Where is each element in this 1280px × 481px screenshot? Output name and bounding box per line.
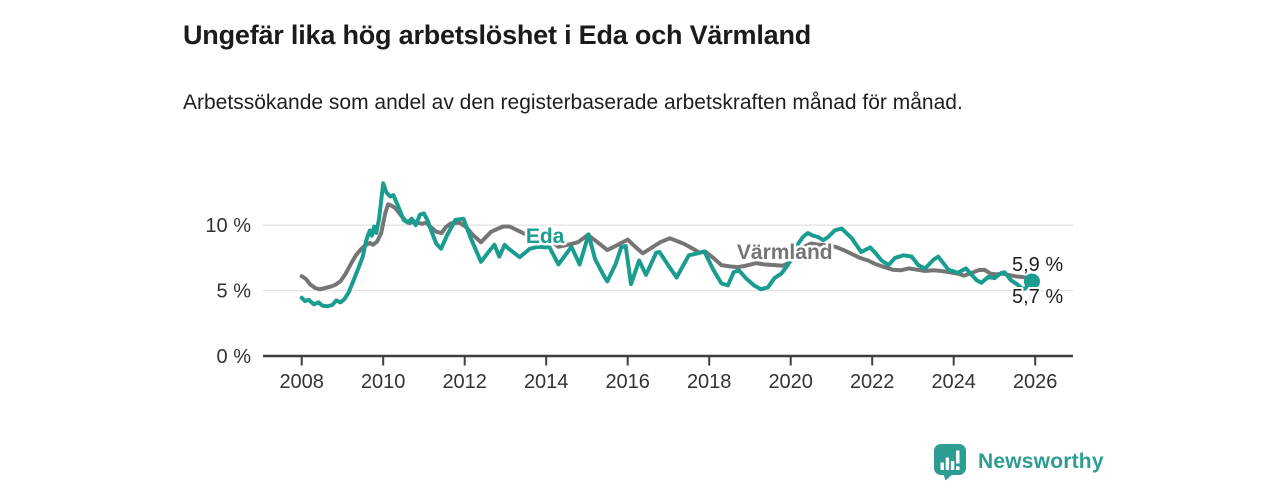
x-tick-label: 2018 — [687, 371, 732, 393]
x-tick-label: 2014 — [524, 371, 569, 393]
x-tick-label: 2024 — [931, 371, 976, 393]
y-axis-labels: 0 % 5 % 10 % — [205, 215, 251, 368]
newsworthy-logo-icon — [934, 444, 966, 481]
x-tick-label: 2010 — [361, 371, 406, 393]
logo-bar-1 — [940, 462, 944, 470]
latest-point-marker — [1023, 273, 1040, 290]
x-tick-label: 2022 — [850, 371, 895, 393]
varmland-line — [299, 202, 1034, 292]
y-tick-label: 0 % — [217, 346, 252, 368]
x-tick-label: 2026 — [1013, 371, 1058, 393]
end-value-label: 5,9 % — [1012, 254, 1063, 276]
gridlines — [263, 224, 1073, 292]
x-tick-label: 2016 — [605, 371, 650, 393]
logo-bar-3 — [950, 461, 955, 470]
end-value-labels: 5,9 % 5,7 % — [1010, 252, 1065, 310]
series-labels: Eda Värmland — [523, 222, 835, 266]
page-title: Ungefär lika hög arbetslöshet i Eda och … — [183, 20, 812, 51]
series-label-värmland: Värmland — [737, 241, 833, 264]
x-tick-label: 2012 — [442, 371, 487, 393]
x-tick-label: 2008 — [279, 371, 324, 393]
x-axis: 2008 2010 2012 2014 2016 2018 2020 2022 2024 2026 — [263, 354, 1073, 393]
y-tick-label: 5 % — [217, 281, 252, 303]
newsworthy-logo-text: Newsworthy — [978, 450, 1104, 473]
series-label-eda: Eda — [526, 225, 565, 248]
end-value-label: 5,7 % — [1012, 286, 1063, 308]
logo-exclamation-dot — [956, 466, 960, 470]
eda-line — [299, 181, 1034, 309]
y-tick-label: 10 % — [205, 215, 251, 237]
x-tick-label: 2020 — [768, 371, 813, 393]
logo-bar-2 — [945, 457, 950, 470]
newsworthy-logo: Newsworthy — [933, 444, 1104, 481]
chart-subtitle: Arbetssökande som andel av den registerb… — [183, 91, 963, 114]
logo-exclamation-bar — [956, 450, 960, 464]
